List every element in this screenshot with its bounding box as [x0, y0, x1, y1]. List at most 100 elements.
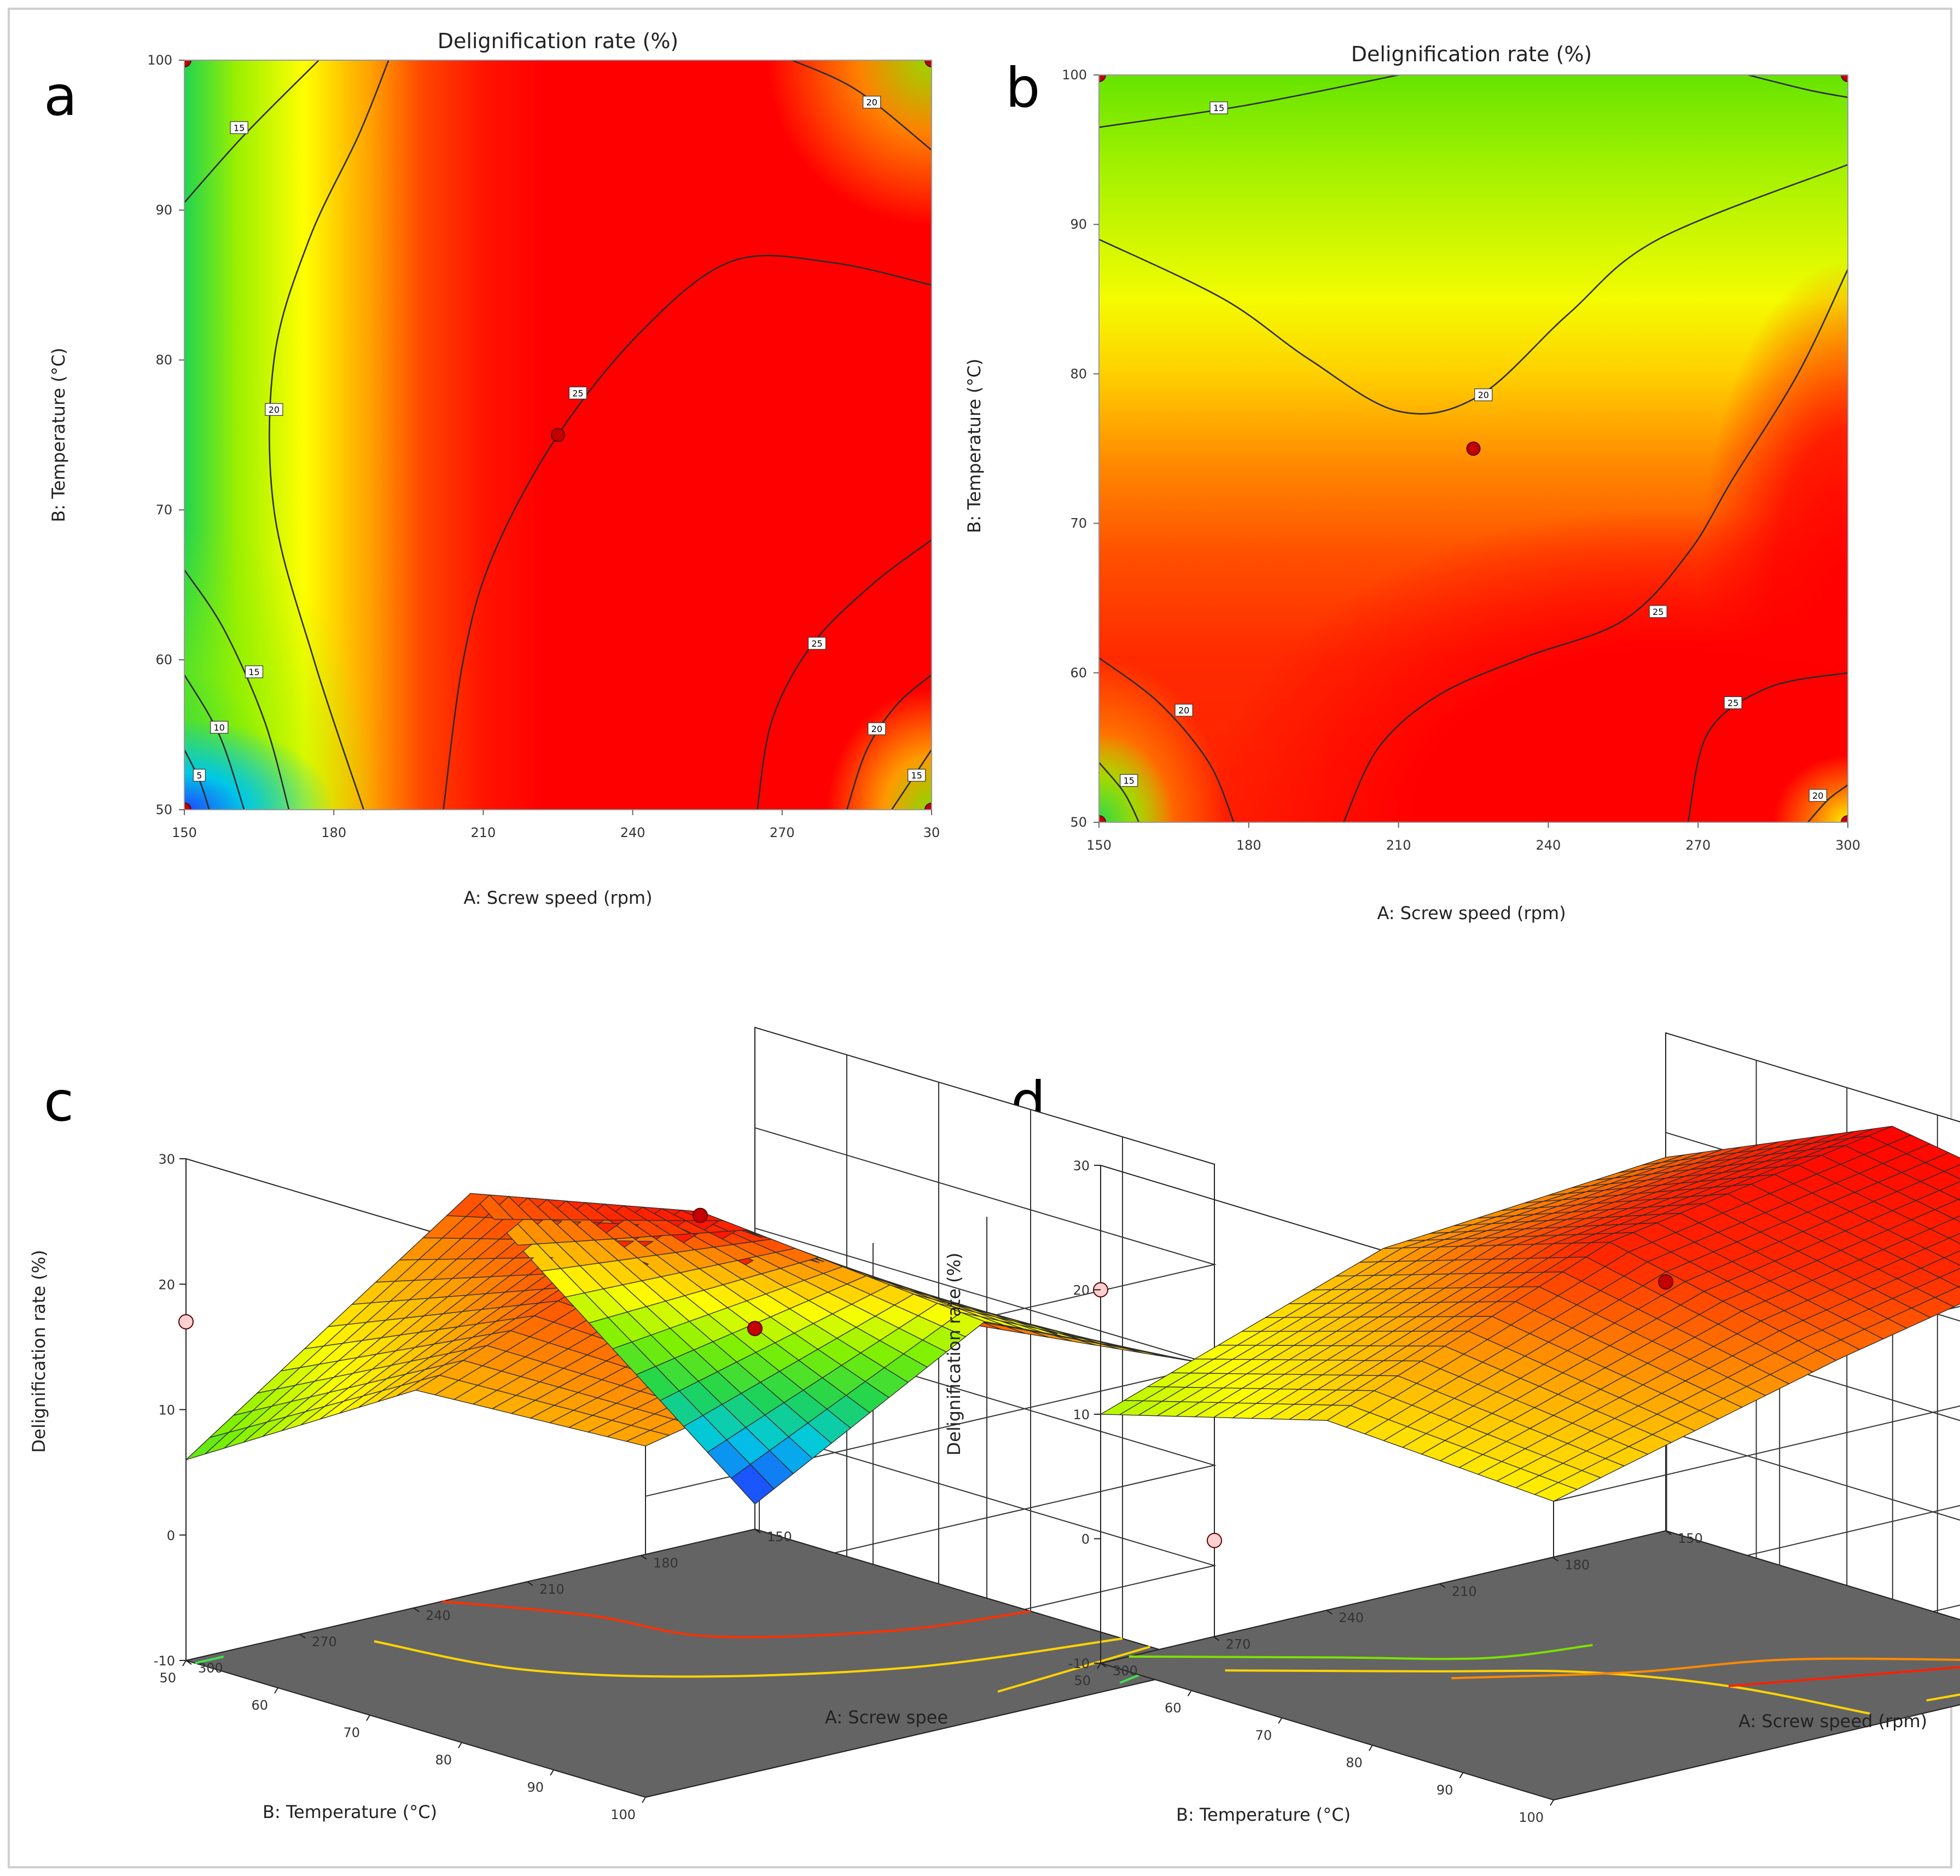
x-tick-label-0: 150 — [172, 825, 197, 840]
title-a: Delignification rate (%) — [438, 29, 679, 53]
contour-label-box-0 — [1209, 101, 1228, 114]
contour-line-20-6 — [792, 60, 932, 151]
x-ticks-b: 150 180 210 240 270 300 — [1086, 822, 1860, 853]
x-ticks-a: 150 180 210 240 270 30 — [172, 810, 940, 840]
surface-cell-20-20 — [1948, 1233, 1960, 1244]
y-ticks-a: 50 60 70 80 90 100 — [147, 53, 184, 817]
contour-line-20-1 — [269, 60, 389, 810]
contour-line-15-0 — [1099, 75, 1399, 128]
x-tick-label-0: 150 — [1086, 838, 1112, 853]
x-tick-label-5: 30 — [923, 825, 940, 840]
contour-label-5: 25 — [1728, 698, 1738, 708]
design-point-3 — [924, 803, 932, 810]
design-point-4 — [551, 428, 565, 442]
y-tick-label-1: 60 — [1070, 665, 1087, 681]
design-point-2 — [693, 1207, 708, 1223]
speed-tick-label-1: 270 — [312, 1634, 337, 1650]
y-tick-label-1: 60 — [155, 652, 172, 667]
floor-contour-0 — [374, 1637, 1123, 1678]
contour-label-box-6 — [863, 96, 881, 109]
temp-tick-mark-4 — [274, 1687, 278, 1694]
speed-tick-mark-1 — [299, 1634, 306, 1639]
x-tick-label-4: 270 — [770, 825, 795, 840]
contour-line-20-2 — [1099, 164, 1848, 415]
speed-tick-mark-4 — [1552, 1556, 1558, 1562]
contour-label-3: 20 — [1178, 705, 1189, 716]
x-tick-label-2: 210 — [1386, 838, 1411, 853]
plot-frame-a — [184, 60, 932, 810]
design-point-2 — [1099, 815, 1106, 822]
design-point-3 — [1841, 815, 1848, 822]
design-points-b — [1099, 75, 1848, 822]
contour-label-box-1 — [1474, 388, 1493, 402]
contour-label-2: 25 — [1653, 607, 1664, 617]
temp-tick-mark-4 — [1187, 1690, 1192, 1697]
z-tick-label-0: 30 — [158, 1152, 175, 1167]
contour-label-8: 20 — [871, 724, 882, 734]
contour-label-box-8 — [868, 722, 886, 735]
surface-cell-21-19 — [1952, 1215, 1960, 1222]
design-point-0 — [184, 60, 191, 67]
z-tick-label-1: 20 — [1073, 1283, 1090, 1298]
y-axis-label-a: B: Temperature (°C) — [48, 347, 69, 522]
temp-axis-label-c: B: Temperature (°C) — [263, 1802, 437, 1822]
contour-label-box-4 — [1120, 774, 1138, 787]
contour-labels-b: 15 20 25 20 15 25 20 — [1120, 101, 1827, 802]
temp-tick-label-1: 90 — [527, 1780, 544, 1795]
temp-tick-mark-5 — [1097, 1663, 1101, 1669]
contour-label-5: 5 — [196, 770, 202, 781]
contour-line-20-4 — [1099, 657, 1235, 822]
z-tick-label-4: -10 — [1068, 1656, 1090, 1671]
z-axis-label-d: Delignification rate (%) — [944, 1253, 964, 1456]
y-tick-label-4: 90 — [1070, 217, 1087, 232]
contour-line-15-3 — [184, 569, 290, 810]
contour-label-box-3 — [245, 665, 264, 678]
x-axis-label-b: A: Screw speed (rpm) — [1377, 903, 1566, 924]
panel-b: Delignification rate (%) 15202520152520 … — [964, 42, 1860, 924]
surface-d — [1099, 1125, 1960, 1502]
surface-c — [185, 1193, 1215, 1505]
design-points-a — [184, 60, 932, 810]
contour-label-box-5 — [1724, 696, 1742, 710]
design-point-0 — [747, 1321, 763, 1337]
design-point-4 — [1466, 442, 1481, 456]
temp-tick-label-3: 70 — [343, 1725, 360, 1740]
contour-label-box-3 — [1174, 704, 1193, 717]
contour-label-box-4 — [210, 721, 229, 734]
contour-label-1: 20 — [1478, 390, 1489, 400]
temp-tick-label-2: 80 — [435, 1752, 452, 1768]
figure-border — [8, 8, 1952, 1868]
temp-axis-label-d: B: Temperature (°C) — [1176, 1804, 1351, 1825]
surface-cell-0-0 — [1099, 1400, 1144, 1415]
y-ticks-b: 50 60 70 80 90 100 — [1062, 67, 1099, 830]
design-points-c — [178, 1207, 1222, 1548]
x-axis-label-a: A: Screw speed (rpm) — [463, 887, 652, 908]
contour-lines-b — [1099, 75, 1848, 822]
contour-label-box-2 — [568, 386, 588, 399]
contour-label-6: 20 — [866, 97, 877, 108]
contour-label-3: 15 — [248, 667, 259, 677]
contour-line-15-5 — [1099, 762, 1140, 822]
contour-label-box-1 — [265, 403, 283, 416]
y-tick-label-3: 80 — [1070, 366, 1087, 381]
panel-letter-a: a — [44, 64, 77, 128]
temp-tick-label-2: 80 — [1346, 1755, 1363, 1770]
contour-label-0: 15 — [234, 123, 245, 133]
temp-tick-mark-0 — [642, 1797, 646, 1803]
y-tick-label-2: 70 — [1070, 516, 1087, 531]
contour-line-15-1 — [1748, 75, 1848, 98]
floor-contour-4 — [195, 1656, 224, 1664]
contour-label-0: 15 — [1213, 103, 1224, 113]
speed-tick-label-2: 240 — [1339, 1610, 1364, 1625]
y-tick-label-5: 100 — [1062, 67, 1087, 83]
temp-tick-label-5: 50 — [159, 1670, 176, 1686]
floor-d — [1098, 1530, 1960, 1801]
floor-contour-3 — [1728, 1666, 1960, 1687]
z-axis-label-c: Delignification rate (%) — [28, 1250, 49, 1453]
speed-tick-label-4: 180 — [653, 1555, 678, 1571]
temp-tick-mark-3 — [366, 1715, 370, 1721]
y-tick-label-4: 90 — [155, 202, 172, 218]
speed-axis-label-c: A: Screw spee — [825, 1707, 948, 1728]
z-tick-label-2: 10 — [1073, 1407, 1090, 1422]
